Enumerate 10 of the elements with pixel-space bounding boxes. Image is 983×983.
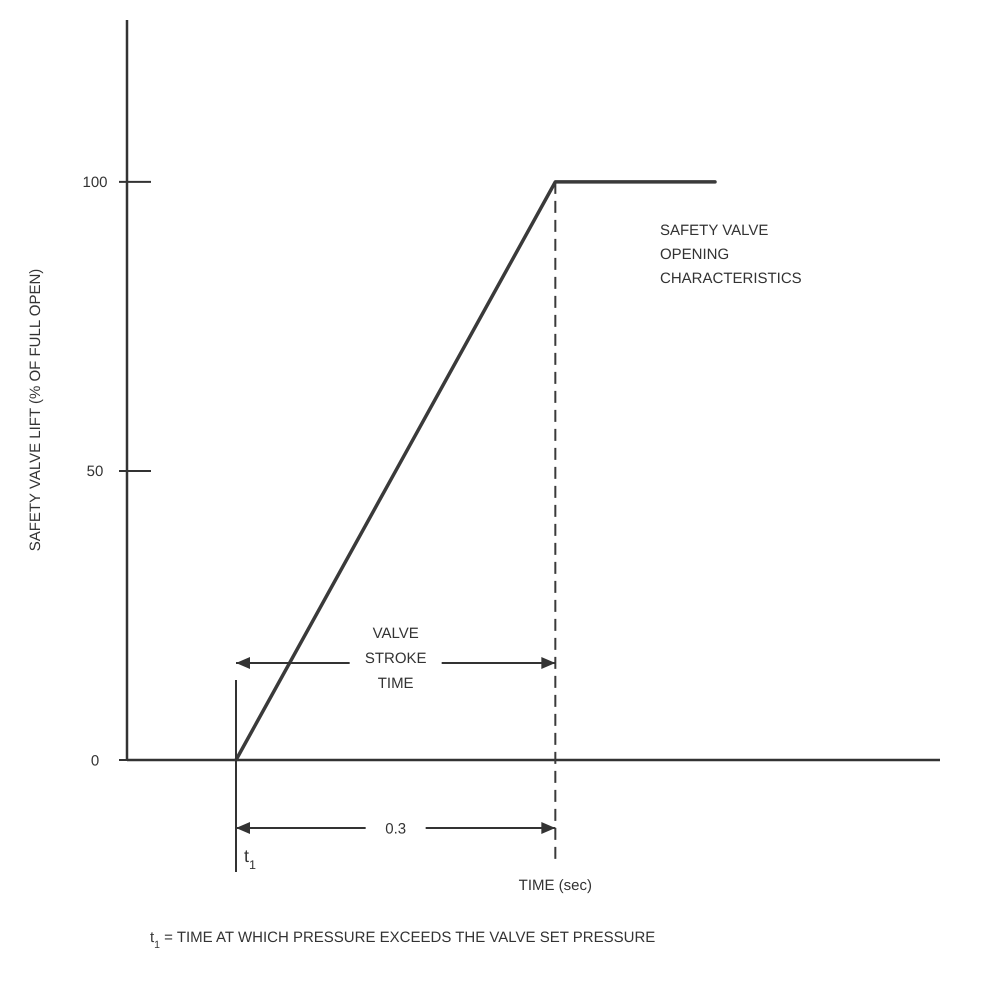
y-axis-title: SAFETY VALVE LIFT (% OF FULL OPEN) bbox=[27, 268, 44, 552]
text: t$_{1}$ = TIME AT WHICH PRESSURE EXCEEDS THE VALVE SET PRESSURE bbox=[150, 929, 656, 951]
y-tick-label: 0 bbox=[90, 752, 100, 770]
y-tick-label: 100 bbox=[82, 174, 108, 192]
text: TIME (sec) bbox=[518, 877, 592, 894]
text: t$_{1}$ bbox=[244, 846, 256, 872]
annotation: VALVE STROKE TIME bbox=[364, 625, 427, 692]
y-tick-label: 50 bbox=[86, 463, 104, 480]
annotation: SAFETY VALVE OPENING CHARACTERISTICS bbox=[660, 222, 802, 287]
text: 0.3 bbox=[385, 820, 406, 838]
